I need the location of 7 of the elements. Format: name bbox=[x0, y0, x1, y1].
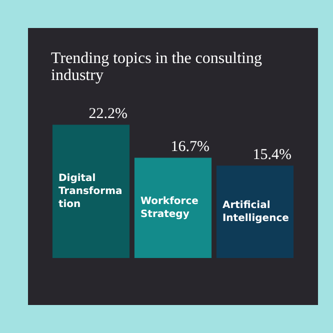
x-tick-label: Workforce Strategy bbox=[140, 196, 199, 220]
data-label: 16.7% bbox=[170, 139, 210, 156]
x-tick-label: Digital Transformation bbox=[58, 172, 122, 210]
data-label: 15.4% bbox=[252, 147, 292, 164]
chart-title: Trending topics in the consulting industry bbox=[51, 50, 263, 84]
x-tick-label: Artificial Intelligence bbox=[222, 200, 290, 224]
data-label: 22.2% bbox=[88, 106, 128, 122]
